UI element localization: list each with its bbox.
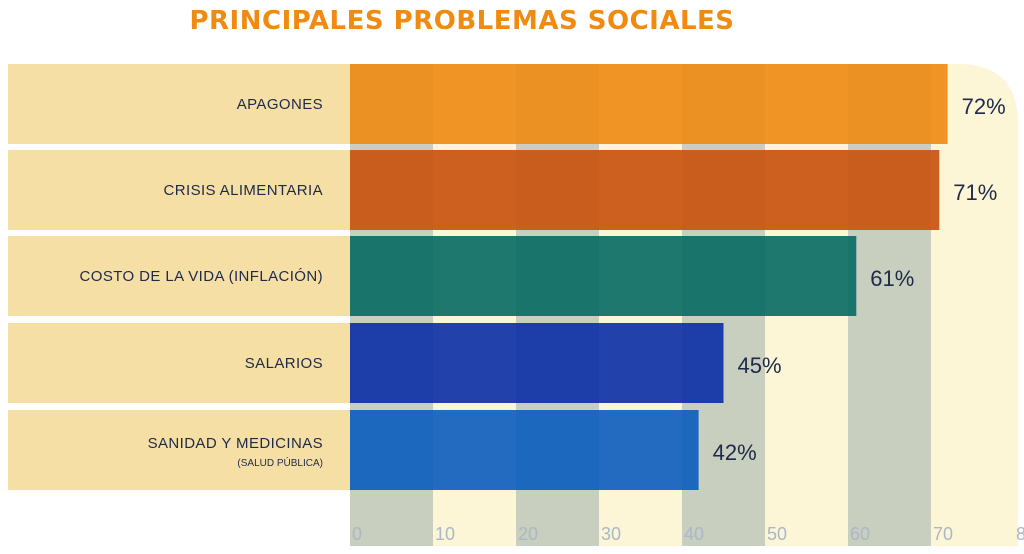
data-label: 45% [738, 353, 782, 378]
x-tick-label: 70 [933, 524, 953, 544]
category-label: SANIDAD Y MEDICINAS [148, 435, 323, 452]
bar [350, 323, 724, 403]
category-panel [8, 150, 350, 230]
chart-title: PRINCIPALES PROBLEMAS SOCIALES [189, 6, 735, 36]
category-panel [8, 236, 350, 316]
category-label: SALARIOS [245, 355, 323, 372]
x-tick-label: 30 [601, 524, 621, 544]
bar [350, 410, 699, 490]
bar [350, 150, 940, 230]
bar [350, 64, 948, 144]
x-tick-label: 40 [684, 524, 704, 544]
data-label: 72% [962, 94, 1006, 119]
x-tick-label: 50 [767, 524, 787, 544]
category-label: APAGONES [237, 96, 323, 113]
category-label: COSTO DE LA VIDA (INFLACIÓN) [80, 268, 323, 285]
data-label: 71% [953, 180, 997, 205]
x-tick-label: 80 [1016, 524, 1024, 544]
bar [350, 236, 857, 316]
x-tick-label: 10 [435, 524, 455, 544]
data-label: 61% [870, 266, 914, 291]
data-label: 42% [713, 440, 757, 465]
category-panel [8, 410, 350, 490]
category-panel [8, 323, 350, 403]
grid-band [848, 64, 931, 546]
category-label: CRISIS ALIMENTARIA [164, 182, 323, 199]
category-sublabel: (SALUD PÚBLICA) [237, 456, 323, 469]
category-panel [8, 64, 350, 144]
x-tick-label: 20 [518, 524, 538, 544]
x-tick-label: 60 [850, 524, 870, 544]
x-tick-label: 0 [352, 524, 362, 544]
